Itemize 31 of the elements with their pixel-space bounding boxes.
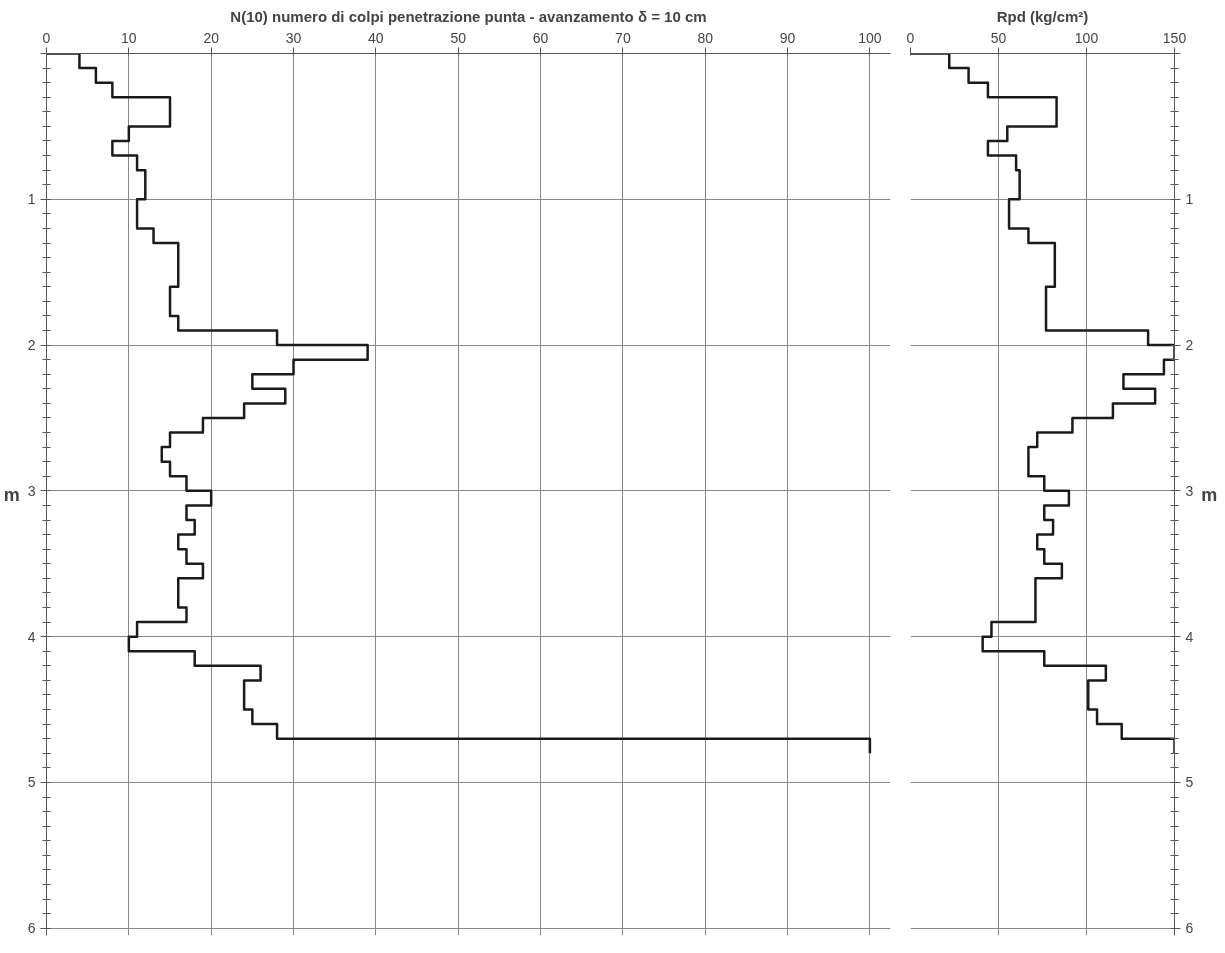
x-tick-label: 80 bbox=[697, 29, 714, 46]
y-tick-label: 3 bbox=[1185, 482, 1194, 499]
y-tick-label: 5 bbox=[27, 774, 36, 791]
x-tick-label: 10 bbox=[121, 29, 137, 46]
y-tick-label: 4 bbox=[1185, 628, 1194, 645]
chart-title: Rpd (kg/cm²) bbox=[996, 7, 1089, 25]
x-tick-label: 0 bbox=[42, 29, 51, 46]
x-tick-label: 70 bbox=[615, 29, 631, 46]
y-tick-label: 3 bbox=[27, 482, 36, 499]
y-tick-label: 5 bbox=[1185, 774, 1194, 791]
x-tick-label: 40 bbox=[368, 29, 384, 46]
x-tick-label: 50 bbox=[990, 29, 1007, 46]
chart-title: N(10) numero di colpi penetrazione punta - avanzamento δ = 10 cm bbox=[230, 7, 707, 25]
y-tick-label: 1 bbox=[1185, 191, 1194, 208]
y-tick-label: 6 bbox=[1185, 920, 1194, 937]
x-tick-label: 30 bbox=[285, 29, 302, 46]
x-tick-label: 50 bbox=[450, 29, 467, 46]
y-tick-label: 2 bbox=[27, 337, 36, 354]
x-tick-label: 90 bbox=[779, 29, 796, 46]
y-axis-title: m bbox=[3, 484, 20, 505]
x-tick-label: 100 bbox=[1074, 29, 1099, 46]
x-tick-label: 20 bbox=[203, 29, 220, 46]
x-tick-label: 0 bbox=[906, 29, 915, 46]
y-tick-label: 4 bbox=[27, 628, 36, 645]
y-tick-label: 1 bbox=[27, 191, 36, 208]
y-tick-label: 6 bbox=[27, 920, 36, 937]
y-tick-label: 2 bbox=[1185, 337, 1194, 354]
x-tick-label: 150 bbox=[1162, 29, 1187, 46]
x-tick-label: 100 bbox=[858, 29, 882, 46]
x-tick-label: 60 bbox=[532, 29, 549, 46]
y-axis-title: m bbox=[1201, 484, 1218, 505]
